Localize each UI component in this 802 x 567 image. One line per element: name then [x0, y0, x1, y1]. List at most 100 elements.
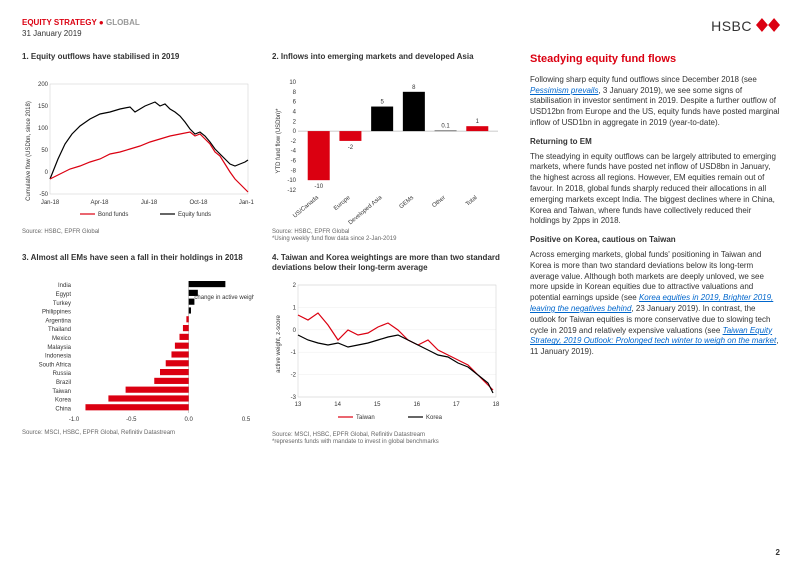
svg-text:Apr-18: Apr-18 [90, 200, 109, 206]
section-heading: Steadying equity fund flows [530, 52, 780, 67]
svg-text:0: 0 [45, 170, 49, 176]
chart-2-source-line2: *Using weekly fund flow data since 2-Jan… [272, 236, 396, 242]
chart-2-plot: YTD fund flow (USDbn)*-12-10-8-6-4-20246… [272, 76, 504, 226]
svg-text:-4: -4 [291, 149, 297, 155]
logo-text: HSBC [711, 18, 752, 34]
svg-text:Bond funds: Bond funds [98, 212, 128, 218]
category-red: EQUITY STRATEGY [22, 18, 97, 27]
svg-text:17: 17 [453, 402, 460, 408]
doc-date: 31 January 2019 [22, 29, 140, 38]
hsbc-hexagon-icon [756, 18, 780, 34]
svg-text:Brazil: Brazil [56, 380, 71, 386]
svg-text:US/Canada: US/Canada [292, 195, 320, 220]
svg-text:Jul-18: Jul-18 [141, 200, 158, 206]
header-left: EQUITY STRATEGY ● GLOBAL 31 January 2019 [22, 18, 140, 38]
svg-text:Egypt: Egypt [56, 292, 72, 298]
svg-text:1: 1 [293, 305, 297, 311]
svg-text:Taiwan: Taiwan [356, 415, 375, 421]
svg-text:Other: Other [431, 195, 446, 209]
chart-1: 1. Equity outflows have stabilised in 20… [22, 52, 254, 243]
svg-text:India: India [58, 284, 72, 290]
svg-text:Oct-18: Oct-18 [189, 200, 208, 206]
svg-text:-2: -2 [291, 139, 297, 145]
svg-text:-10: -10 [314, 184, 323, 190]
svg-text:2: 2 [293, 283, 297, 289]
svg-text:16: 16 [413, 402, 420, 408]
chart-1-title: 1. Equity outflows have stabilised in 20… [22, 52, 254, 70]
chart-2: 2. Inflows into emerging markets and dev… [272, 52, 504, 243]
chart-3: 3. Almost all EMs have seen a fall in th… [22, 253, 254, 446]
svg-text:13: 13 [295, 402, 302, 408]
subheading-1: Returning to EM [530, 137, 780, 148]
svg-text:5: 5 [380, 100, 384, 106]
svg-text:0: 0 [293, 327, 297, 333]
p1-part-a: Following sharp equity fund outflows sin… [530, 75, 757, 84]
chart-3-title: 3. Almost all EMs have seen a fall in th… [22, 253, 254, 271]
svg-text:6: 6 [293, 100, 297, 106]
svg-text:Russia: Russia [53, 372, 72, 378]
svg-text:Taiwan: Taiwan [52, 389, 71, 395]
svg-text:15: 15 [374, 402, 381, 408]
svg-text:10: 10 [289, 80, 296, 86]
chart-1-plot: Cumulative flow (USDbn, since 2018)-5005… [22, 76, 254, 226]
svg-text:Turkey: Turkey [53, 301, 71, 307]
svg-text:Korea: Korea [426, 415, 443, 421]
chart-4: 4. Taiwan and Korea weightings are more … [272, 253, 504, 446]
svg-text:0.1: 0.1 [441, 124, 450, 130]
svg-text:0.5: 0.5 [242, 417, 251, 423]
chart-4-plot: active weight, z-score-3-2-1012131415161… [272, 279, 504, 429]
svg-text:-12: -12 [287, 188, 296, 194]
svg-text:Cumulative flow (USDbn, since: Cumulative flow (USDbn, since 2018) [26, 101, 32, 201]
svg-text:-50: -50 [39, 192, 48, 198]
svg-text:200: 200 [38, 82, 49, 88]
svg-text:150: 150 [38, 104, 49, 110]
svg-text:Equity funds: Equity funds [178, 212, 211, 218]
chart-2-source: Source: HSBC, EPFR Global *Using weekly … [272, 229, 504, 243]
chart-2-title: 2. Inflows into emerging markets and dev… [272, 52, 504, 70]
chart-4-source-line1: Source: MSCI, HSBC, EPFR Global, Refinit… [272, 432, 425, 438]
svg-text:Jan-18: Jan-18 [41, 200, 60, 206]
svg-text:GEMs: GEMs [399, 195, 416, 210]
svg-text:8: 8 [412, 85, 416, 91]
svg-text:8: 8 [293, 90, 297, 96]
svg-text:Mexico: Mexico [52, 336, 72, 342]
main-content: 1. Equity outflows have stabilised in 20… [22, 52, 780, 446]
svg-text:18: 18 [493, 402, 500, 408]
chart-1-source: Source: HSBC, EPFR Global [22, 229, 254, 236]
svg-text:100: 100 [38, 126, 49, 132]
svg-text:Malaysia: Malaysia [47, 345, 71, 351]
chart-3-source: Source: MSCI, HSBC, EPFR Global, Refinit… [22, 430, 254, 437]
svg-text:14: 14 [334, 402, 341, 408]
svg-text:YTD fund flow (USDbn)*: YTD fund flow (USDbn)* [276, 108, 282, 174]
svg-text:South Africa: South Africa [39, 363, 72, 369]
svg-text:2: 2 [293, 119, 297, 125]
svg-text:Philippines: Philippines [42, 310, 71, 316]
svg-text:Korea: Korea [55, 398, 72, 404]
svg-text:Total: Total [465, 195, 479, 208]
svg-text:Argentina: Argentina [45, 319, 71, 325]
chart-4-title: 4. Taiwan and Korea weightings are more … [272, 253, 504, 272]
bullet: ● [97, 18, 106, 27]
svg-text:China: China [55, 407, 71, 413]
svg-text:-2: -2 [348, 145, 354, 151]
link-pessimism[interactable]: Pessimism prevails [530, 86, 598, 95]
svg-text:Thailand: Thailand [48, 328, 71, 334]
paragraph-1: Following sharp equity fund outflows sin… [530, 75, 780, 129]
svg-text:active weight, z-score: active weight, z-score [276, 314, 282, 372]
svg-text:-8: -8 [291, 168, 297, 174]
svg-text:-0.5: -0.5 [126, 417, 137, 423]
text-column: Steadying equity fund flows Following sh… [530, 52, 780, 446]
page-number: 2 [776, 548, 780, 557]
svg-text:-1.0: -1.0 [69, 417, 80, 423]
category-grey: GLOBAL [106, 18, 140, 27]
page-header: EQUITY STRATEGY ● GLOBAL 31 January 2019… [22, 18, 780, 38]
svg-text:-2: -2 [291, 372, 297, 378]
doc-category: EQUITY STRATEGY ● GLOBAL [22, 18, 140, 27]
svg-text:-10: -10 [287, 178, 296, 184]
svg-text:-1: -1 [291, 350, 297, 356]
svg-text:0: 0 [293, 129, 297, 135]
paragraph-2: The steadying in equity outflows can be … [530, 152, 780, 228]
svg-text:-3: -3 [291, 395, 297, 401]
svg-text:Jan-19: Jan-19 [239, 200, 254, 206]
svg-text:change in active weights in 20: change in active weights in 2018, pps [194, 295, 254, 301]
